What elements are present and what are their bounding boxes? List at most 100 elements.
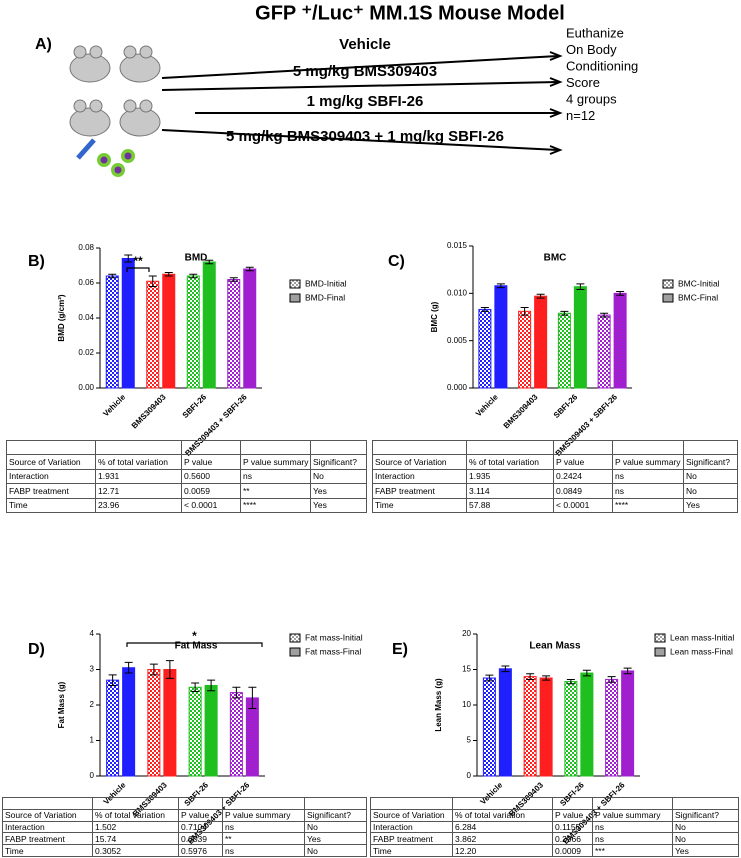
table-cell: 0.5600 xyxy=(181,468,241,485)
table-cell: ** xyxy=(222,832,305,846)
y-tick-label: 0.000 xyxy=(447,383,468,392)
y-tick-label: 0.005 xyxy=(447,336,468,345)
injection-icon xyxy=(76,138,135,177)
table-cell xyxy=(592,797,673,810)
bar xyxy=(605,678,619,777)
bar xyxy=(227,279,241,389)
y-tick-label: 0 xyxy=(90,771,95,780)
anova-table: Source of Variation% of total variation P… xyxy=(6,439,367,513)
error-bar xyxy=(191,682,200,693)
table-cell: **** xyxy=(240,497,311,513)
legend-label: BMC-Final xyxy=(678,292,718,302)
table-row: FABP treatment 3.862 0.2966 ns No xyxy=(370,832,739,846)
table-cell: ns xyxy=(592,832,673,846)
y-tick-label: 10 xyxy=(462,700,471,709)
x-tick-label: Vehicle xyxy=(474,392,500,418)
table-row: Time 57.88 < 0.0001 **** Yes xyxy=(372,497,738,513)
error-bar xyxy=(480,307,489,312)
table-row: Time 23.96 < 0.0001 **** Yes xyxy=(6,497,367,513)
table-cell xyxy=(178,797,223,810)
legend-swatch xyxy=(289,279,301,289)
legend-swatch xyxy=(662,279,674,289)
error-bar xyxy=(124,254,133,263)
table-cell: P value summary xyxy=(240,454,311,470)
table-cell: P value xyxy=(553,454,613,470)
table-cell: No xyxy=(683,468,738,485)
table-cell: 0.7104 xyxy=(178,820,223,834)
y-axis-label: Lean Mass (g) xyxy=(434,678,443,732)
table-cell: *** xyxy=(592,844,673,857)
table-cell xyxy=(181,439,241,456)
table-cell: ns xyxy=(592,820,673,834)
error-bar xyxy=(560,310,569,316)
table-cell: ns xyxy=(612,483,684,499)
table-cell: ns xyxy=(612,468,684,485)
table-cell xyxy=(553,439,613,456)
bar xyxy=(162,273,176,389)
bar xyxy=(523,676,537,777)
outcome-text: Conditioning xyxy=(566,58,638,73)
table-row: Interaction 1.502 0.7104 ns No xyxy=(2,820,367,834)
table-cell: % of total variation xyxy=(92,808,179,822)
chart-title: BMD xyxy=(185,253,208,264)
error-bar xyxy=(566,678,575,685)
error-bar xyxy=(232,686,241,699)
table-cell: Source of Variation xyxy=(372,454,467,470)
table-cell: 15.74 xyxy=(92,832,179,846)
table-cell: Interaction xyxy=(370,820,453,834)
table-cell: P value summary xyxy=(612,454,684,470)
table-cell xyxy=(240,439,311,456)
y-tick-label: 20 xyxy=(462,629,471,638)
legend-label: Fat mass-Initial xyxy=(305,632,363,642)
table-cell: ns xyxy=(222,820,305,834)
table-spacer-row xyxy=(6,439,367,456)
arm-label: 5 mg/kg BMS309403 + 1 mg/kg SBFI-26 xyxy=(226,128,504,145)
panel-label: A) xyxy=(35,36,52,53)
table-cell: ns xyxy=(222,844,305,857)
bar xyxy=(243,268,257,389)
error-bar xyxy=(189,273,198,279)
table-cell: 3.862 xyxy=(452,832,553,846)
table-cell: 0.0059 xyxy=(181,483,241,499)
bar xyxy=(564,681,578,777)
table-cell: Interaction xyxy=(372,468,467,485)
bar xyxy=(229,692,243,777)
legend-swatch xyxy=(289,633,301,643)
table-cell xyxy=(92,797,179,810)
table-cell: Significant? xyxy=(683,454,738,470)
bar xyxy=(202,261,216,389)
y-tick-label: 0 xyxy=(467,771,472,780)
table-cell: Interaction xyxy=(6,468,96,485)
error-bar xyxy=(536,293,545,299)
table-cell: No xyxy=(310,468,367,485)
table-row: Interaction 1.931 0.5600 ns No xyxy=(6,468,367,485)
y-tick-label: 5 xyxy=(467,736,472,745)
table-cell: FABP treatment xyxy=(6,483,96,499)
y-tick-label: 0.04 xyxy=(78,313,94,322)
table-spacer-row xyxy=(2,797,367,810)
bar xyxy=(518,310,532,389)
table-cell: Yes xyxy=(310,483,367,499)
error-bar xyxy=(496,283,505,289)
table-cell: Time xyxy=(372,497,467,513)
table-cell: 1.931 xyxy=(95,468,182,485)
y-tick-label: 0.00 xyxy=(78,383,94,392)
error-bar xyxy=(582,669,591,677)
table-cell: < 0.0001 xyxy=(553,497,613,513)
table-cell: Yes xyxy=(672,844,739,857)
bar xyxy=(163,669,177,777)
table-cell: P value summary xyxy=(222,808,305,822)
outcome-text: Score xyxy=(566,75,600,90)
table-spacer-row xyxy=(370,797,739,810)
bar xyxy=(539,677,553,777)
table-cell: ** xyxy=(240,483,311,499)
table-cell xyxy=(2,797,93,810)
x-tick-label: BMS309403 xyxy=(502,392,540,430)
panel-label: B) xyxy=(28,253,45,270)
bar xyxy=(580,672,594,777)
table-cell xyxy=(612,439,684,456)
table-cell: 0.3052 xyxy=(92,844,179,857)
table-cell: 6.284 xyxy=(452,820,553,834)
